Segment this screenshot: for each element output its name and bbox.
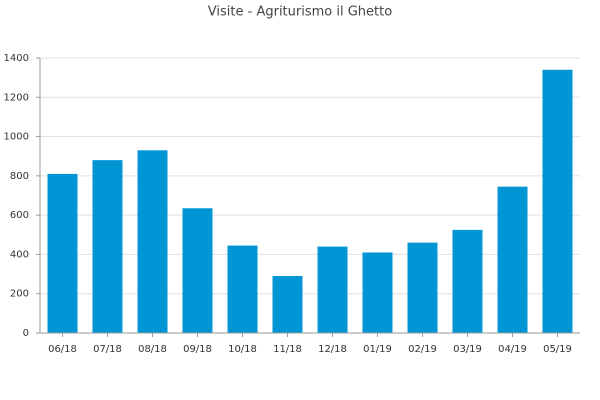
bar xyxy=(452,229,483,333)
bar xyxy=(92,160,123,333)
bar xyxy=(317,246,348,333)
x-tick-label: 09/18 xyxy=(183,344,212,355)
x-tick-label: 10/18 xyxy=(228,344,257,355)
bar xyxy=(407,242,438,333)
bar xyxy=(227,245,258,333)
y-tick-label: 400 xyxy=(10,249,29,260)
bar xyxy=(137,150,168,333)
x-tick-label: 07/18 xyxy=(93,344,122,355)
x-tick-label: 08/18 xyxy=(138,344,167,355)
bar xyxy=(182,208,213,333)
y-tick-label: 200 xyxy=(10,289,29,300)
y-tick-label: 1000 xyxy=(4,132,29,143)
x-tick-label: 12/18 xyxy=(318,344,347,355)
x-tick-label: 05/19 xyxy=(543,344,572,355)
x-tick-label: 03/19 xyxy=(453,344,482,355)
x-tick-label: 04/19 xyxy=(498,344,527,355)
x-tick-label: 11/18 xyxy=(273,344,302,355)
y-tick-label: 600 xyxy=(10,210,29,221)
y-tick-label: 800 xyxy=(10,171,29,182)
x-tick-label: 06/18 xyxy=(48,344,77,355)
bar xyxy=(362,252,393,333)
bar xyxy=(497,186,528,333)
x-tick-label: 01/19 xyxy=(363,344,392,355)
y-tick-label: 1400 xyxy=(4,53,29,64)
bar xyxy=(272,276,303,333)
chart-title: Visite - Agriturismo il Ghetto xyxy=(208,5,392,20)
y-tick-label: 0 xyxy=(23,328,29,339)
y-tick-label: 1200 xyxy=(4,92,29,103)
bar xyxy=(47,173,78,333)
bar xyxy=(542,69,573,334)
x-tick-label: 02/19 xyxy=(408,344,437,355)
